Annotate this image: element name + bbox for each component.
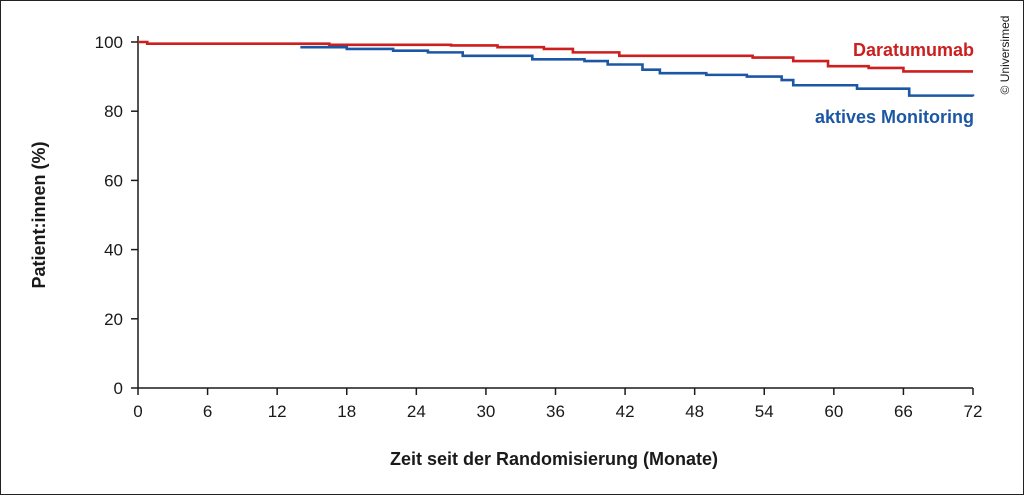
axes: 0 20 40 60 80 100 0 6 12 18 24 30 36 42 48 54 60 66 72 bbox=[95, 33, 983, 421]
x-tick-label: 12 bbox=[268, 402, 287, 421]
x-tick-label: 30 bbox=[476, 402, 495, 421]
y-axis-title: Patient:innen (%) bbox=[29, 141, 49, 288]
y-tick-label: 100 bbox=[95, 33, 123, 52]
y-tick-label: 40 bbox=[104, 241, 123, 260]
series-label-aktives-monitoring: aktives Monitoring bbox=[815, 107, 974, 127]
copyright-notice: © Universimed bbox=[998, 16, 1012, 95]
x-tick-label: 48 bbox=[685, 402, 704, 421]
x-tick-label: 36 bbox=[546, 402, 565, 421]
y-tick-label: 60 bbox=[104, 171, 123, 190]
y-tick-label: 20 bbox=[104, 310, 123, 329]
series-line-daratumumab bbox=[138, 40, 973, 73]
x-tick-label: 24 bbox=[407, 402, 426, 421]
x-tick-label: 60 bbox=[824, 402, 843, 421]
y-tick-label: 80 bbox=[104, 102, 123, 121]
plot-area bbox=[138, 40, 975, 97]
series-line-aktives-monitoring bbox=[300, 45, 975, 97]
x-tick-label: 54 bbox=[755, 402, 774, 421]
series-label-daratumumab: Daratumumab bbox=[853, 40, 974, 60]
x-tick-label: 72 bbox=[964, 402, 983, 421]
x-tick-label: 18 bbox=[337, 402, 356, 421]
x-tick-label: 66 bbox=[894, 402, 913, 421]
x-tick-label: 6 bbox=[203, 402, 212, 421]
x-tick-label: 42 bbox=[616, 402, 635, 421]
x-tick-label: 0 bbox=[133, 402, 142, 421]
y-tick-label: 0 bbox=[114, 379, 123, 398]
x-axis-title: Zeit seit der Randomisierung (Monate) bbox=[390, 449, 718, 469]
